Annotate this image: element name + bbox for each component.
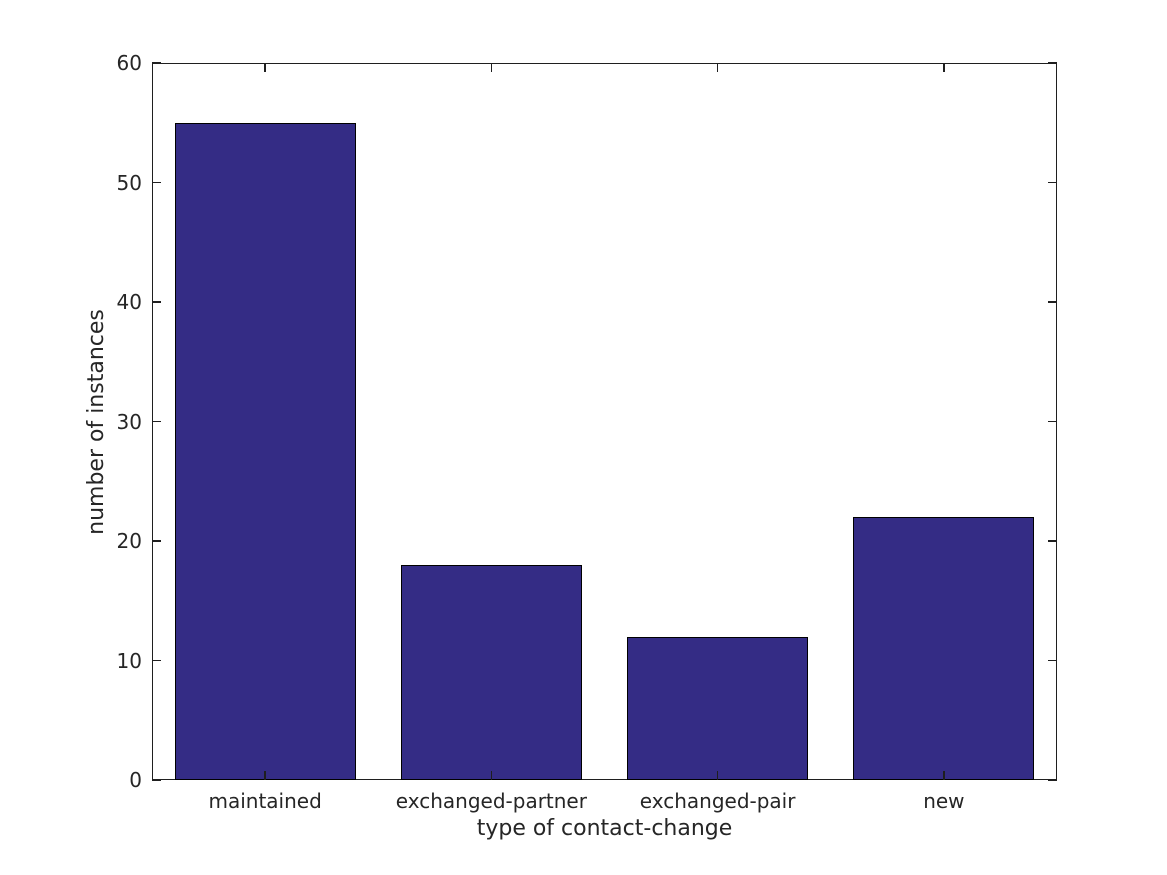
y-tick-right (1048, 301, 1057, 303)
x-tick-top (264, 63, 266, 72)
y-tick-left (152, 659, 161, 662)
y-tick-right (1048, 420, 1057, 423)
bar-exchanged-pair (627, 636, 809, 780)
x-axis-label: type of contact-change (476, 816, 733, 841)
x-tick-top (716, 63, 719, 72)
x-tick-top (490, 63, 493, 72)
y-tick-label: 0 (129, 768, 142, 792)
y-tick-label: 50 (116, 170, 142, 195)
x-tick-bottom (490, 771, 493, 780)
y-tick-label: 20 (116, 529, 142, 553)
y-tick-right (1048, 62, 1057, 64)
y-tick-right (1048, 779, 1057, 781)
x-tick-top (943, 63, 945, 72)
y-tick-left (152, 540, 161, 542)
x-tick-label: exchanged-partner (395, 789, 587, 813)
y-tick-label: 30 (116, 409, 142, 434)
y-tick-label: 40 (116, 290, 142, 314)
y-tick-right (1048, 540, 1057, 542)
bar-new (853, 517, 1035, 780)
bar-maintained (174, 122, 356, 780)
y-tick-right (1048, 659, 1057, 662)
y-tick-right (1048, 181, 1057, 184)
y-tick-left (152, 181, 161, 184)
x-tick-label: maintained (208, 789, 322, 813)
y-tick-label: 10 (116, 648, 142, 673)
y-tick-left (152, 301, 161, 303)
y-tick-left (152, 62, 161, 64)
y-tick-left (152, 779, 161, 781)
y-tick-left (152, 420, 161, 423)
y-tick-label: 60 (116, 51, 142, 75)
x-tick-bottom (943, 771, 945, 780)
bar-exchanged-partner (400, 564, 582, 780)
x-tick-bottom (264, 771, 266, 780)
x-tick-label: new (923, 789, 965, 813)
x-tick-label: exchanged-pair (639, 789, 796, 813)
x-tick-bottom (716, 771, 719, 780)
